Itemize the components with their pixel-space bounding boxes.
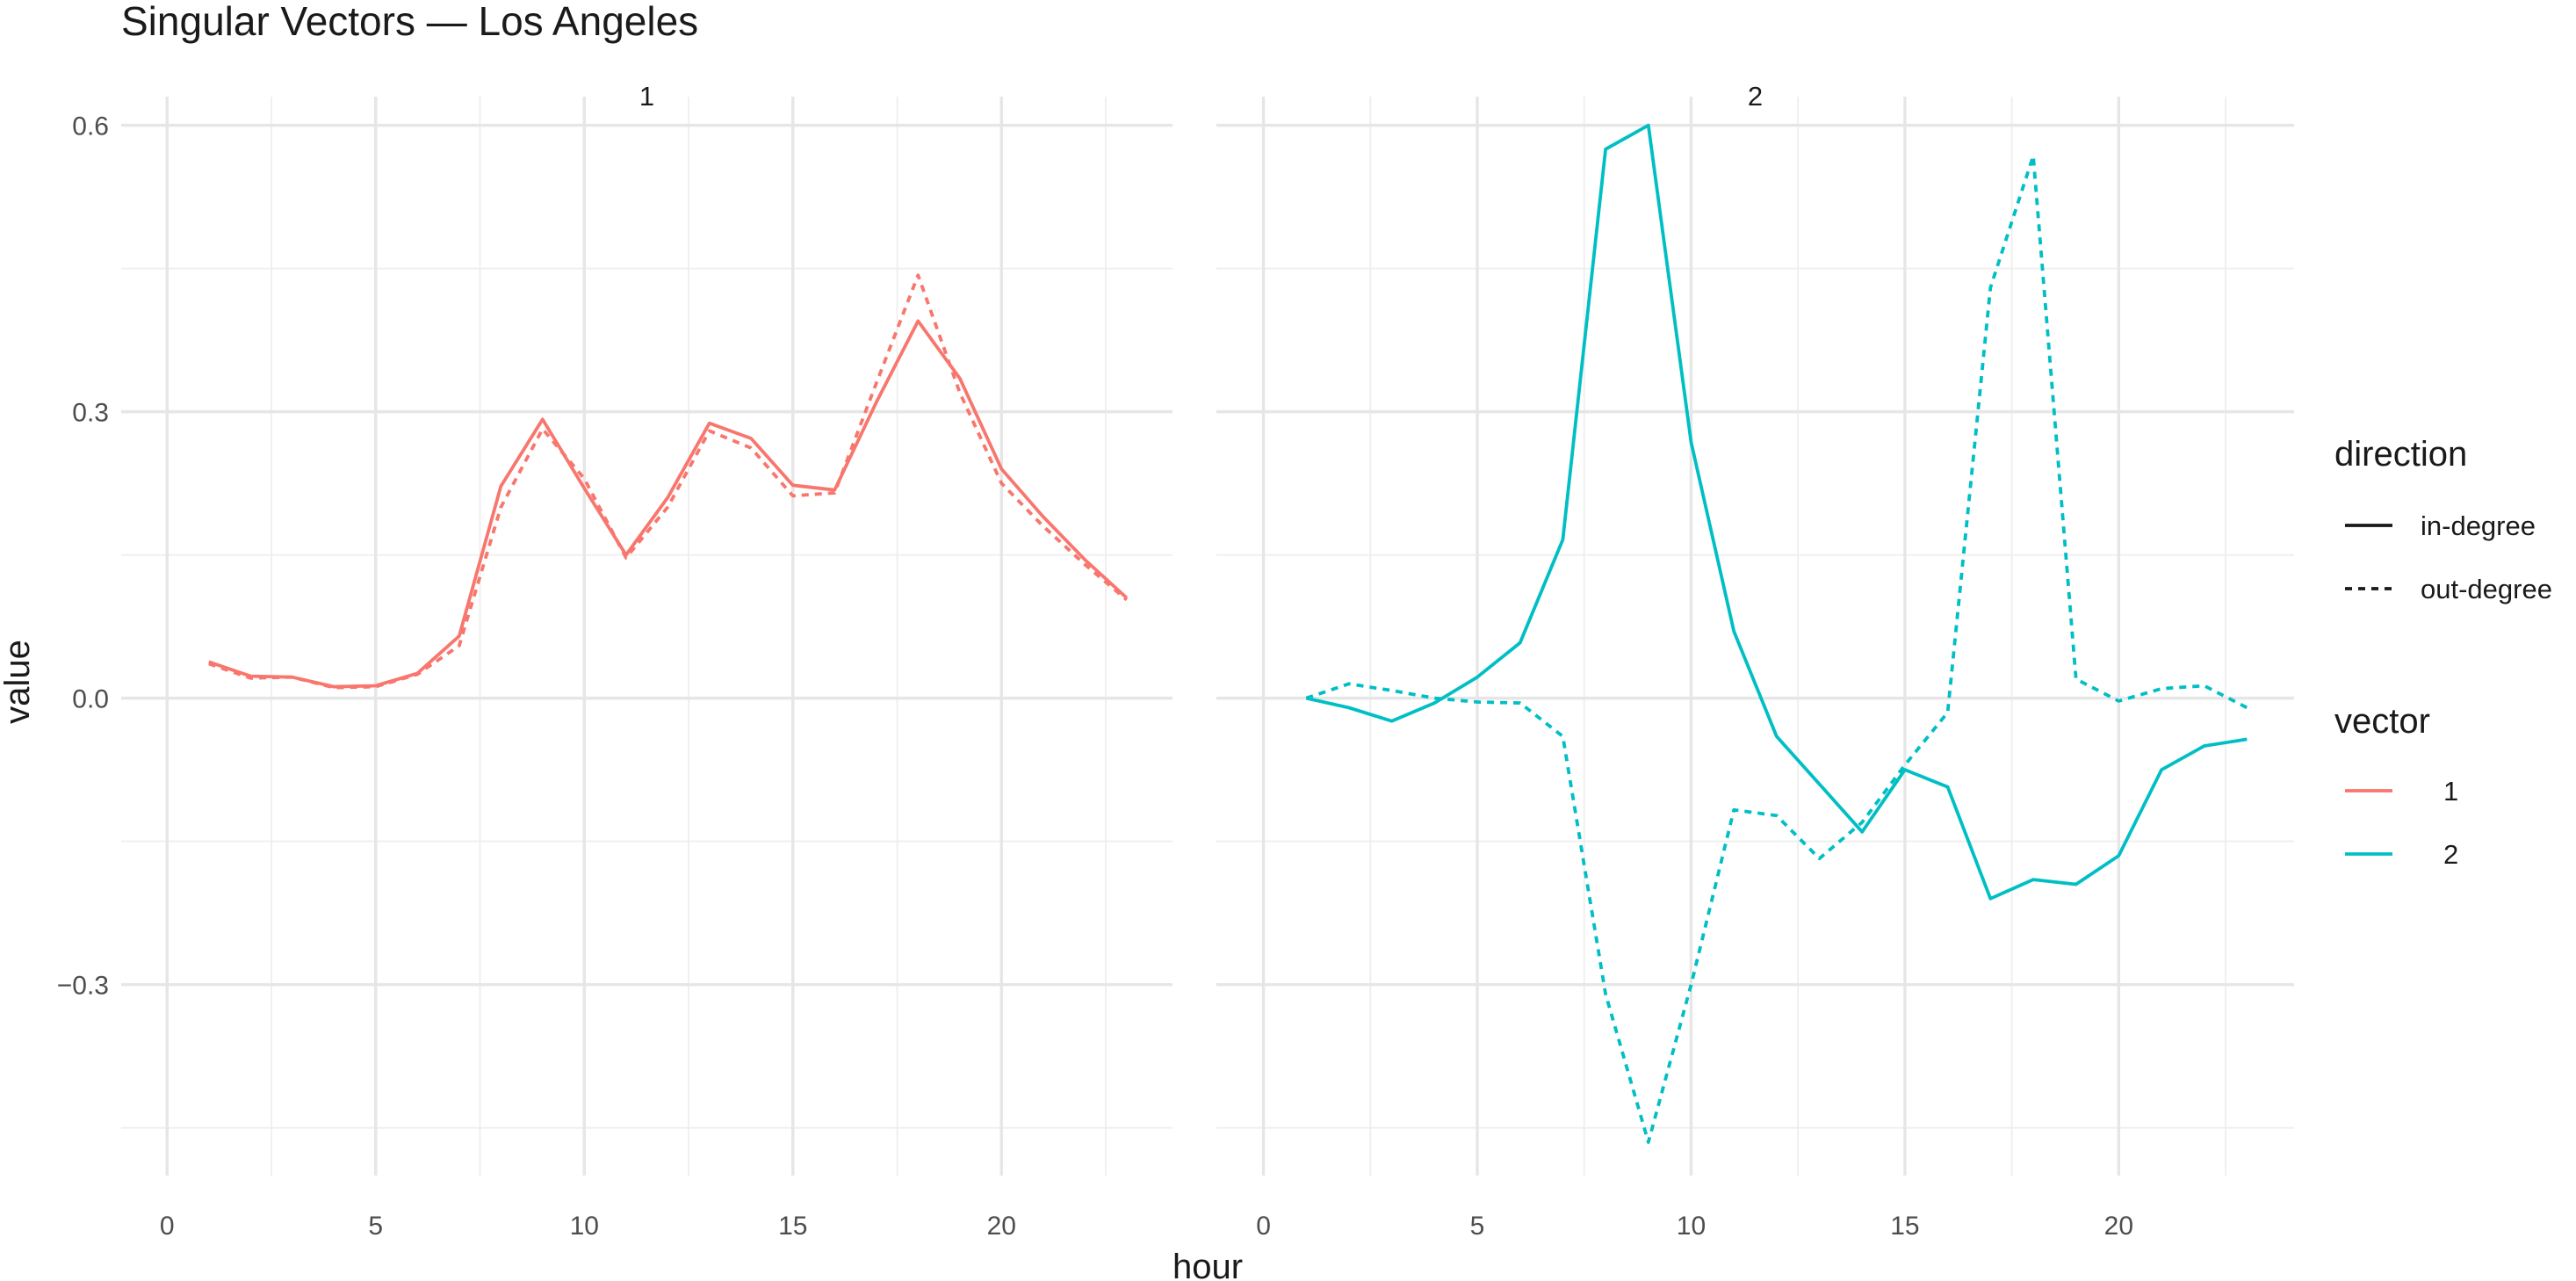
facet-strip-label: 2 bbox=[1748, 81, 1763, 112]
facet-strip-label: 1 bbox=[639, 81, 654, 112]
x-tick-label: 5 bbox=[368, 1212, 383, 1241]
grid-layer bbox=[121, 97, 2294, 1176]
chart-title: Singular Vectors — Los Angeles bbox=[121, 0, 698, 44]
tick-labels: 0 5 10 15 20 0 5 10 15 20 −0.3 0.0 0.3 0.6 bbox=[57, 112, 2133, 1241]
series-line bbox=[208, 273, 1129, 690]
x-tick-label: 5 bbox=[1470, 1212, 1485, 1241]
y-tick-label: 0.3 bbox=[72, 399, 109, 428]
x-tick-label: 15 bbox=[1890, 1212, 1919, 1241]
series-lines bbox=[208, 123, 2248, 1144]
y-tick-label: 0.6 bbox=[72, 112, 109, 141]
series-line bbox=[1305, 123, 2248, 901]
legend-label: 2 bbox=[2443, 839, 2458, 870]
y-tick-label: 0.0 bbox=[72, 685, 109, 714]
legend-title-vector: vector bbox=[2334, 702, 2430, 741]
series-line bbox=[1305, 154, 2248, 1144]
x-tick-label: 20 bbox=[987, 1212, 1016, 1241]
series-line bbox=[208, 319, 1129, 689]
legend-label: out-degree bbox=[2421, 574, 2552, 604]
x-tick-label: 10 bbox=[570, 1212, 599, 1241]
x-tick-label: 20 bbox=[2104, 1212, 2133, 1241]
x-axis-title: hour bbox=[1173, 1248, 1243, 1281]
legend-title-direction: direction bbox=[2334, 435, 2467, 474]
y-axis-title: value bbox=[0, 640, 37, 724]
x-tick-label: 0 bbox=[160, 1212, 175, 1241]
y-tick-label: −0.3 bbox=[57, 972, 109, 1001]
x-tick-label: 15 bbox=[778, 1212, 807, 1241]
legend-label: in-degree bbox=[2421, 510, 2536, 541]
x-tick-label: 0 bbox=[1256, 1212, 1271, 1241]
legend: direction in-degree out-degree vector 1 2 bbox=[2334, 435, 2552, 870]
x-tick-label: 10 bbox=[1677, 1212, 1706, 1241]
legend-label: 1 bbox=[2443, 776, 2458, 807]
